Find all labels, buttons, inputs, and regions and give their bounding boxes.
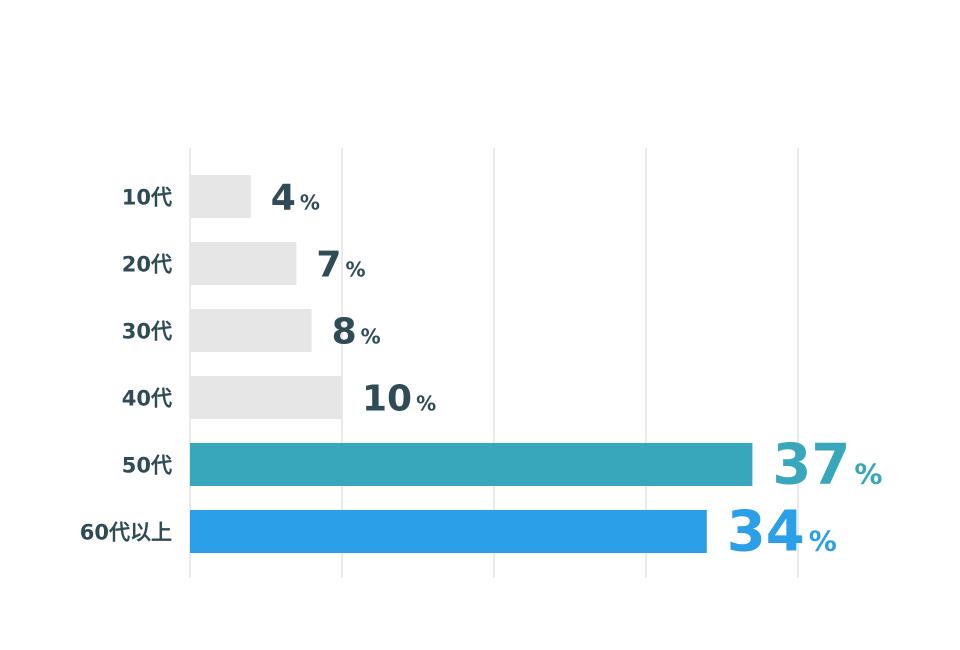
category-label: 50代: [122, 454, 172, 478]
data-label-value: 34: [727, 500, 805, 565]
category-label: 40代: [122, 387, 172, 411]
data-label: 4%: [271, 178, 320, 219]
bar: [190, 376, 342, 419]
data-label: 7%: [316, 245, 365, 286]
bar: [190, 309, 312, 352]
bar: [190, 510, 707, 553]
data-label-value: 37: [772, 433, 850, 498]
data-label-unit: %: [300, 191, 320, 215]
data-label-value: 4: [271, 178, 296, 219]
data-label-unit: %: [416, 392, 436, 416]
bar: [190, 242, 297, 285]
data-label: 34%: [727, 500, 837, 565]
category-label: 60代以上: [80, 521, 172, 545]
data-label-value: 8: [332, 312, 357, 353]
bar: [190, 443, 753, 486]
data-label: 8%: [332, 312, 381, 353]
data-label-unit: %: [361, 325, 381, 349]
gridlines: [189, 148, 799, 578]
data-label-unit: %: [345, 258, 365, 282]
data-label-unit: %: [854, 458, 882, 491]
data-label-unit: %: [809, 525, 837, 558]
data-label-value: 7: [316, 245, 341, 286]
category-label: 30代: [122, 320, 172, 344]
category-label: 20代: [122, 253, 172, 277]
data-label: 10%: [362, 379, 436, 420]
bar: [190, 175, 251, 218]
data-label: 37%: [772, 433, 882, 498]
category-label: 10代: [122, 186, 172, 210]
data-label-value: 10: [362, 379, 412, 420]
